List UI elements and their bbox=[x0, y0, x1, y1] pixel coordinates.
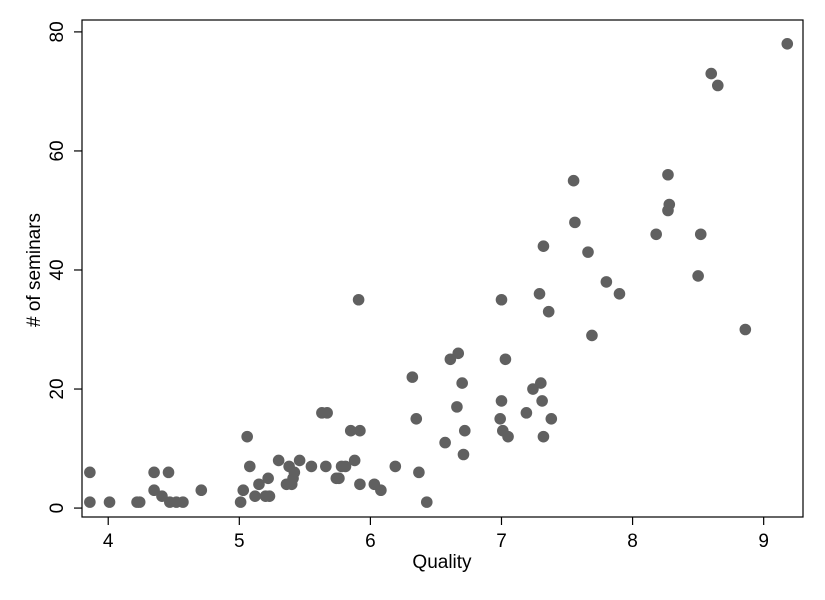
data-point bbox=[542, 305, 555, 318]
x-axis-label: Quality bbox=[412, 552, 472, 573]
data-point bbox=[536, 395, 548, 407]
data-point bbox=[84, 496, 96, 508]
x-tick-label: 5 bbox=[234, 531, 245, 552]
x-tick-label: 8 bbox=[627, 531, 638, 552]
y-tick-label: 20 bbox=[47, 378, 68, 399]
data-point bbox=[241, 430, 253, 443]
data-point bbox=[148, 466, 160, 479]
data-point bbox=[162, 466, 175, 479]
data-point bbox=[739, 323, 752, 336]
data-point bbox=[84, 466, 96, 479]
data-point bbox=[352, 293, 365, 306]
data-point bbox=[344, 424, 357, 437]
data-point bbox=[520, 407, 533, 419]
data-point bbox=[499, 353, 512, 366]
data-point bbox=[537, 240, 550, 252]
data-point bbox=[263, 490, 276, 502]
data-point bbox=[234, 496, 247, 508]
data-point bbox=[249, 490, 261, 502]
data-point bbox=[177, 496, 189, 508]
data-point bbox=[321, 407, 333, 419]
data-point bbox=[495, 395, 508, 407]
data-point bbox=[692, 270, 704, 282]
data-point bbox=[293, 454, 306, 467]
data-point bbox=[582, 246, 594, 258]
data-point bbox=[413, 466, 425, 479]
data-point bbox=[243, 460, 256, 473]
data-point bbox=[237, 484, 250, 497]
data-point bbox=[354, 478, 366, 491]
data-point bbox=[288, 466, 301, 479]
data-point bbox=[133, 496, 146, 508]
y-tick-label: 40 bbox=[47, 259, 68, 280]
data-point bbox=[148, 484, 160, 497]
data-point bbox=[586, 329, 598, 342]
data-point bbox=[389, 460, 402, 473]
data-point bbox=[527, 383, 539, 395]
data-point bbox=[262, 472, 274, 485]
axes: 4 5 6 7 8 9 0 20 40 60 80 bbox=[47, 19, 804, 552]
x-tick-label: 4 bbox=[103, 531, 114, 552]
data-point bbox=[694, 228, 707, 241]
data-point bbox=[272, 454, 285, 467]
data-point bbox=[451, 401, 463, 413]
data-point bbox=[439, 436, 451, 449]
data-point bbox=[339, 460, 352, 473]
plot-frame bbox=[81, 19, 804, 518]
x-tick-label: 7 bbox=[496, 531, 507, 552]
y-tick-label: 60 bbox=[47, 140, 68, 161]
data-point bbox=[406, 371, 419, 383]
data-points bbox=[84, 38, 794, 508]
data-point bbox=[410, 412, 423, 425]
data-point bbox=[444, 353, 457, 366]
data-point bbox=[705, 67, 718, 80]
data-point bbox=[495, 293, 508, 306]
data-point bbox=[537, 430, 550, 443]
data-point bbox=[567, 174, 580, 187]
data-point bbox=[458, 424, 471, 437]
data-point bbox=[781, 38, 794, 50]
x-tick-label: 9 bbox=[758, 531, 769, 552]
data-point bbox=[253, 478, 265, 491]
data-point bbox=[457, 448, 470, 461]
y-tick-label: 80 bbox=[47, 21, 68, 42]
data-point bbox=[600, 276, 613, 288]
data-point bbox=[420, 496, 433, 508]
data-point bbox=[494, 412, 506, 425]
data-point bbox=[569, 216, 581, 229]
data-point bbox=[354, 424, 366, 437]
data-point bbox=[320, 460, 332, 473]
data-point bbox=[545, 412, 558, 425]
x-tick-label: 6 bbox=[365, 531, 376, 552]
data-point bbox=[662, 168, 674, 181]
data-point bbox=[650, 228, 662, 241]
data-point bbox=[535, 377, 547, 389]
data-point bbox=[375, 484, 387, 497]
y-tick-label: 0 bbox=[47, 503, 68, 514]
data-point bbox=[195, 484, 208, 497]
data-point bbox=[103, 496, 116, 508]
data-point bbox=[456, 377, 468, 389]
y-axis-label: # of seminars bbox=[24, 213, 45, 327]
data-point bbox=[452, 347, 465, 360]
data-point bbox=[533, 287, 546, 300]
data-point bbox=[348, 454, 361, 467]
data-point bbox=[333, 472, 345, 485]
data-point bbox=[305, 460, 318, 473]
data-point bbox=[156, 490, 168, 502]
data-point bbox=[663, 198, 676, 211]
data-point bbox=[711, 79, 724, 92]
data-point bbox=[502, 430, 514, 443]
data-point bbox=[613, 287, 626, 300]
